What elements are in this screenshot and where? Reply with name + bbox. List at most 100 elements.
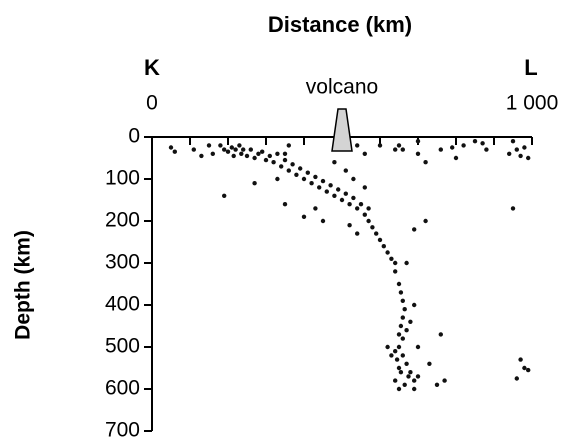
y-tick-label: 100 — [105, 167, 140, 190]
right-end-label: L — [524, 55, 537, 80]
data-point — [347, 202, 352, 207]
data-point — [408, 319, 413, 324]
data-point — [172, 149, 177, 154]
data-point — [347, 223, 352, 228]
data-point — [275, 151, 280, 156]
data-point — [320, 178, 326, 184]
data-point — [256, 151, 261, 156]
data-point — [396, 332, 402, 337]
data-point — [423, 160, 428, 165]
y-axis-label: Depth (km) — [12, 230, 35, 340]
data-point — [343, 191, 348, 196]
data-point — [514, 376, 519, 381]
data-point — [351, 195, 356, 201]
data-point — [396, 281, 402, 287]
data-point — [298, 166, 303, 171]
x-tick-label: 0 — [146, 92, 158, 115]
data-point — [385, 344, 390, 350]
data-point — [355, 143, 360, 148]
data-point — [396, 344, 402, 350]
data-point — [434, 382, 440, 387]
data-point — [343, 168, 348, 173]
y-tick-label: 700 — [105, 419, 140, 442]
data-point — [484, 147, 489, 152]
data-point — [225, 149, 231, 154]
data-point — [404, 260, 409, 266]
data-point — [279, 164, 284, 169]
data-point — [526, 367, 531, 373]
data-point — [320, 218, 326, 224]
data-point — [400, 298, 405, 303]
data-point — [514, 147, 519, 152]
data-point — [294, 172, 299, 177]
data-point — [301, 214, 307, 219]
data-point — [400, 147, 405, 152]
data-point — [305, 170, 310, 175]
data-point — [290, 162, 295, 167]
data-point — [339, 197, 345, 203]
data-point — [404, 328, 409, 333]
data-point — [402, 307, 407, 312]
volcano-marker — [331, 108, 353, 152]
data-point — [507, 151, 512, 156]
data-point — [332, 193, 337, 198]
x-tick-label: 1 000 — [506, 92, 559, 115]
data-point — [324, 189, 329, 194]
data-point — [222, 193, 227, 198]
data-point — [526, 155, 531, 161]
data-point — [518, 357, 523, 362]
data-point — [438, 332, 443, 337]
data-point — [317, 185, 322, 190]
data-point — [286, 143, 291, 148]
data-point — [374, 231, 379, 236]
data-point — [398, 290, 404, 295]
data-point — [248, 147, 253, 152]
y-tick-label: 300 — [105, 251, 140, 274]
data-point — [237, 143, 242, 148]
data-point — [233, 147, 238, 152]
y-tick-label: 200 — [105, 209, 140, 232]
data-point — [415, 139, 421, 144]
data-point — [231, 153, 236, 159]
chart-title: Distance (km) — [268, 12, 412, 37]
data-point — [362, 151, 367, 156]
data-point — [393, 260, 398, 266]
data-point — [241, 147, 246, 152]
data-point — [412, 227, 417, 232]
y-tick-label: 500 — [105, 335, 140, 358]
data-point — [480, 141, 485, 146]
data-point — [412, 378, 417, 383]
data-point — [381, 244, 386, 249]
data-point — [252, 181, 257, 186]
data-point — [366, 218, 371, 224]
data-point — [206, 143, 212, 148]
data-point — [355, 206, 360, 211]
data-point — [393, 378, 398, 383]
data-point — [406, 374, 411, 379]
data-point — [370, 225, 375, 230]
data-point — [510, 206, 516, 211]
data-point — [313, 206, 318, 211]
data-point — [309, 181, 314, 186]
data-point — [191, 147, 196, 152]
data-point — [336, 187, 341, 192]
data-point — [313, 174, 318, 180]
data-point — [408, 370, 413, 375]
data-point — [377, 143, 383, 148]
data-point — [412, 386, 417, 392]
data-point — [442, 378, 447, 383]
data-point — [286, 168, 291, 173]
data-point — [398, 370, 404, 375]
data-point — [461, 143, 466, 148]
data-point — [522, 365, 527, 371]
data-point — [396, 365, 402, 371]
data-point — [385, 250, 390, 255]
data-point — [282, 202, 288, 207]
data-point — [328, 183, 333, 188]
data-point — [423, 218, 428, 224]
data-point — [260, 149, 265, 154]
data-point — [453, 155, 459, 161]
data-point — [518, 153, 523, 159]
data-point — [400, 315, 405, 320]
